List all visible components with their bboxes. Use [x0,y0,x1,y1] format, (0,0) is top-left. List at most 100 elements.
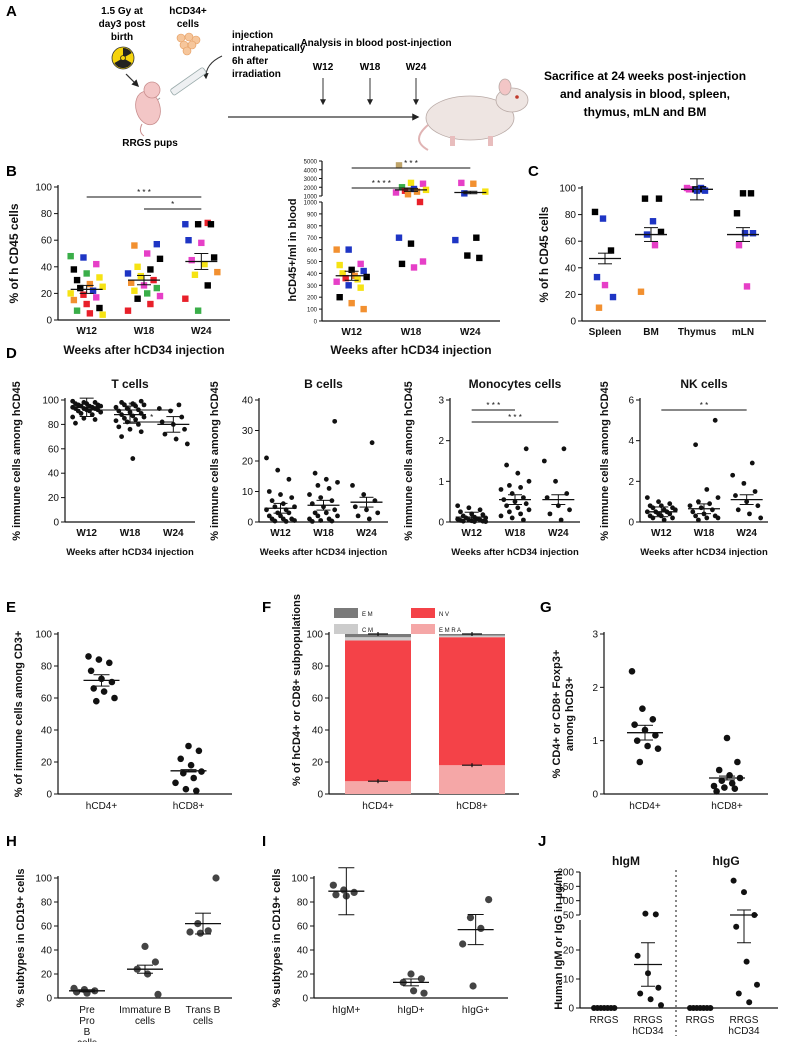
H-data-point [212,874,220,882]
E-data-point [193,787,200,795]
D1-y-tick-label: 60 [48,444,60,455]
B2-y-tick-label: 3000 [304,177,318,183]
C-x-tick-label: mLN [732,327,754,338]
D1-data-point [113,418,119,424]
I-data-point [407,970,415,978]
I-y-tick-label: 100 [291,874,308,885]
B1-data-point [93,294,100,301]
B1-data-point [144,290,151,297]
J-data-point [611,1005,618,1011]
D2-data-point [289,495,295,500]
B1-data-point [131,287,138,294]
H-x-tick-label: Pro [79,1016,95,1027]
B2-data-point [416,198,424,206]
sacrifice-line-1: Sacrifice at 24 weeks post-injection [544,69,746,83]
B2-data-point [458,179,465,187]
irradiation-line-2: day3 post [99,19,146,30]
F-y-tick-label: 20 [312,758,324,769]
D2-data-point [286,476,292,482]
D4-data-point [733,493,738,498]
B2-y-tick-label: 1000 [304,195,318,201]
D4-x-axis-label: Weeks after hCD34 injection [640,547,768,558]
E-data-point [106,659,113,667]
D4-data-point [667,511,673,517]
H-y-tick-label: 0 [46,994,52,1005]
G-data-point [728,780,736,787]
D1-data-point [173,436,179,442]
B2-y-tick-label: 100 [307,308,318,314]
E-data-point [185,742,192,750]
G-data-point [631,721,638,728]
D2-data-point [307,492,312,497]
J-data-point [634,952,641,959]
D1-data-point [89,412,95,418]
J-group-label-higm: hIgM [612,854,640,868]
D2-data-point [269,498,275,504]
B1-data-point [194,307,202,314]
J-x-tick-label: RRGS [590,1015,619,1026]
D3-data-point [521,495,526,500]
B1-data-point [73,276,81,284]
D3-data-point [509,515,515,521]
D2-y-tick-label: 30 [242,426,254,437]
D1-data-point [130,456,136,461]
panel-label-j: J [538,833,546,850]
B1-data-point [77,284,84,292]
D4-x-tick-label: W18 [694,528,715,539]
D2-data-point [292,518,297,523]
B2-x-axis-label: Weeks after hCD34 injection [330,343,491,357]
B2-y-tick-label: 2000 [304,186,318,192]
B1-data-point [93,260,100,268]
cells-line-2: cells [177,19,200,30]
D1-y-tick-label: 100 [42,396,59,407]
D2-data-point [272,518,278,524]
D1-x-tick-label: W18 [120,528,141,539]
pups-label: RRGS pups [122,138,178,149]
J-data-point [741,889,747,896]
B1-data-point [70,266,78,273]
J-data-point [652,911,659,918]
irradiation-line-3: birth [111,32,133,43]
E-y-tick-label: 60 [41,694,53,705]
B2-data-point [392,189,400,196]
D2-data-point [361,492,367,497]
B1-y-tick-label: 0 [46,316,52,327]
B1-x-tick-label: W24 [191,326,212,337]
D2-data-point [278,492,283,497]
B1-data-point [131,242,138,249]
B1-data-point [204,282,211,289]
I-data-point [420,989,428,997]
B2-x-tick-label: W18 [401,327,422,338]
D2-data-point [375,510,381,516]
E-x-tick-label: hCD8+ [173,801,205,812]
D4-data-point [715,495,721,500]
B2-data-point [473,234,480,241]
D1-y-tick-label: 20 [48,493,60,504]
injection-line-4: irradiation [232,69,281,80]
B1-data-point [185,237,192,244]
F-bar-segment-nv [439,637,505,766]
D3-data-point [564,491,570,496]
B1-data-point [182,295,189,302]
F-y-tick-label: 60 [312,694,324,705]
E-y-axis-label: % of immune cells among CD3+ [13,631,25,798]
D2-x-axis-label: Weeks after hCD34 injection [260,547,388,558]
D1-data-point [179,414,185,420]
B2-data-point [482,188,489,195]
B1-data-point [99,311,106,318]
B1-data-point [156,255,164,263]
D1-y-axis-label: % immune cells among hCD45 [11,381,23,541]
B1-data-point [128,279,135,286]
D1-data-point [92,417,98,422]
D1-data-point [136,422,141,427]
I-data-point [350,888,358,897]
D1-data-point [81,415,87,421]
D3-data-point [498,513,504,519]
J-x-tick-label: RRGS [730,1015,759,1026]
D3-data-point [558,517,564,523]
C-data-point [733,210,741,217]
B1-data-point [124,307,132,314]
timepoint-w18: W18 [360,62,381,73]
F-legend-swatch-emra [411,624,435,634]
F-legend-swatch-cm [334,624,358,634]
